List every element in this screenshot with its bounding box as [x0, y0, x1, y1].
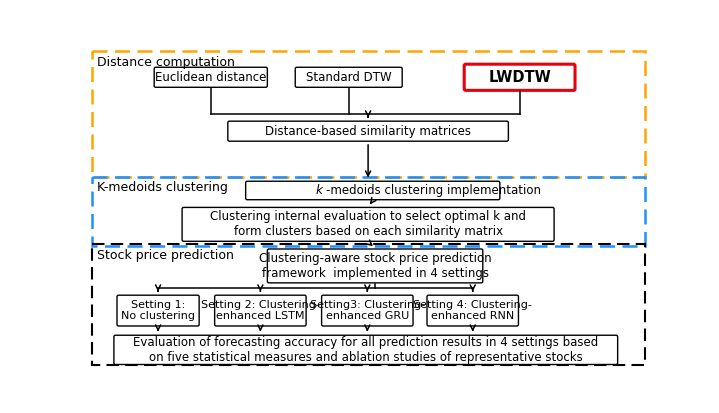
FancyBboxPatch shape [228, 121, 508, 141]
Text: Clustering internal evaluation to select optimal k and
form clusters based on ea: Clustering internal evaluation to select… [210, 210, 526, 238]
Text: Setting 4: Clustering-
enhanced RNN: Setting 4: Clustering- enhanced RNN [413, 300, 532, 321]
Text: Euclidean distance: Euclidean distance [155, 71, 267, 84]
Bar [92, 51, 645, 177]
Text: Setting 1:
No clustering: Setting 1: No clustering [121, 300, 195, 321]
FancyBboxPatch shape [267, 249, 482, 283]
Text: Clustering-aware stock price prediction
framework  implemented in 4 settings: Clustering-aware stock price prediction … [259, 252, 491, 280]
Text: Setting 2: Clustering-
enhanced LSTM: Setting 2: Clustering- enhanced LSTM [201, 300, 320, 321]
FancyBboxPatch shape [321, 295, 413, 326]
Text: Distance computation: Distance computation [97, 56, 234, 69]
Text: Stock price prediction: Stock price prediction [97, 249, 234, 262]
Bar [92, 177, 645, 246]
Text: K-medoids clustering: K-medoids clustering [97, 181, 228, 194]
Text: Standard DTW: Standard DTW [306, 71, 392, 84]
FancyBboxPatch shape [246, 181, 500, 200]
FancyBboxPatch shape [154, 67, 267, 87]
Text: Distance-based similarity matrices: Distance-based similarity matrices [265, 125, 471, 138]
Text: Evaluation of forecasting accuracy for all prediction results in 4 settings base: Evaluation of forecasting accuracy for a… [133, 336, 598, 364]
FancyBboxPatch shape [182, 207, 554, 241]
Text: $k$: $k$ [315, 183, 325, 197]
FancyBboxPatch shape [464, 64, 575, 90]
Text: Setting3: Clustering-
enhanced GRU: Setting3: Clustering- enhanced GRU [310, 300, 425, 321]
FancyBboxPatch shape [114, 335, 618, 365]
Text: LWDTW: LWDTW [488, 70, 551, 85]
FancyBboxPatch shape [427, 295, 518, 326]
Bar [92, 244, 645, 365]
FancyBboxPatch shape [117, 295, 199, 326]
FancyBboxPatch shape [296, 67, 402, 87]
Text: -medoids clustering implementation: -medoids clustering implementation [326, 184, 541, 197]
FancyBboxPatch shape [215, 295, 306, 326]
